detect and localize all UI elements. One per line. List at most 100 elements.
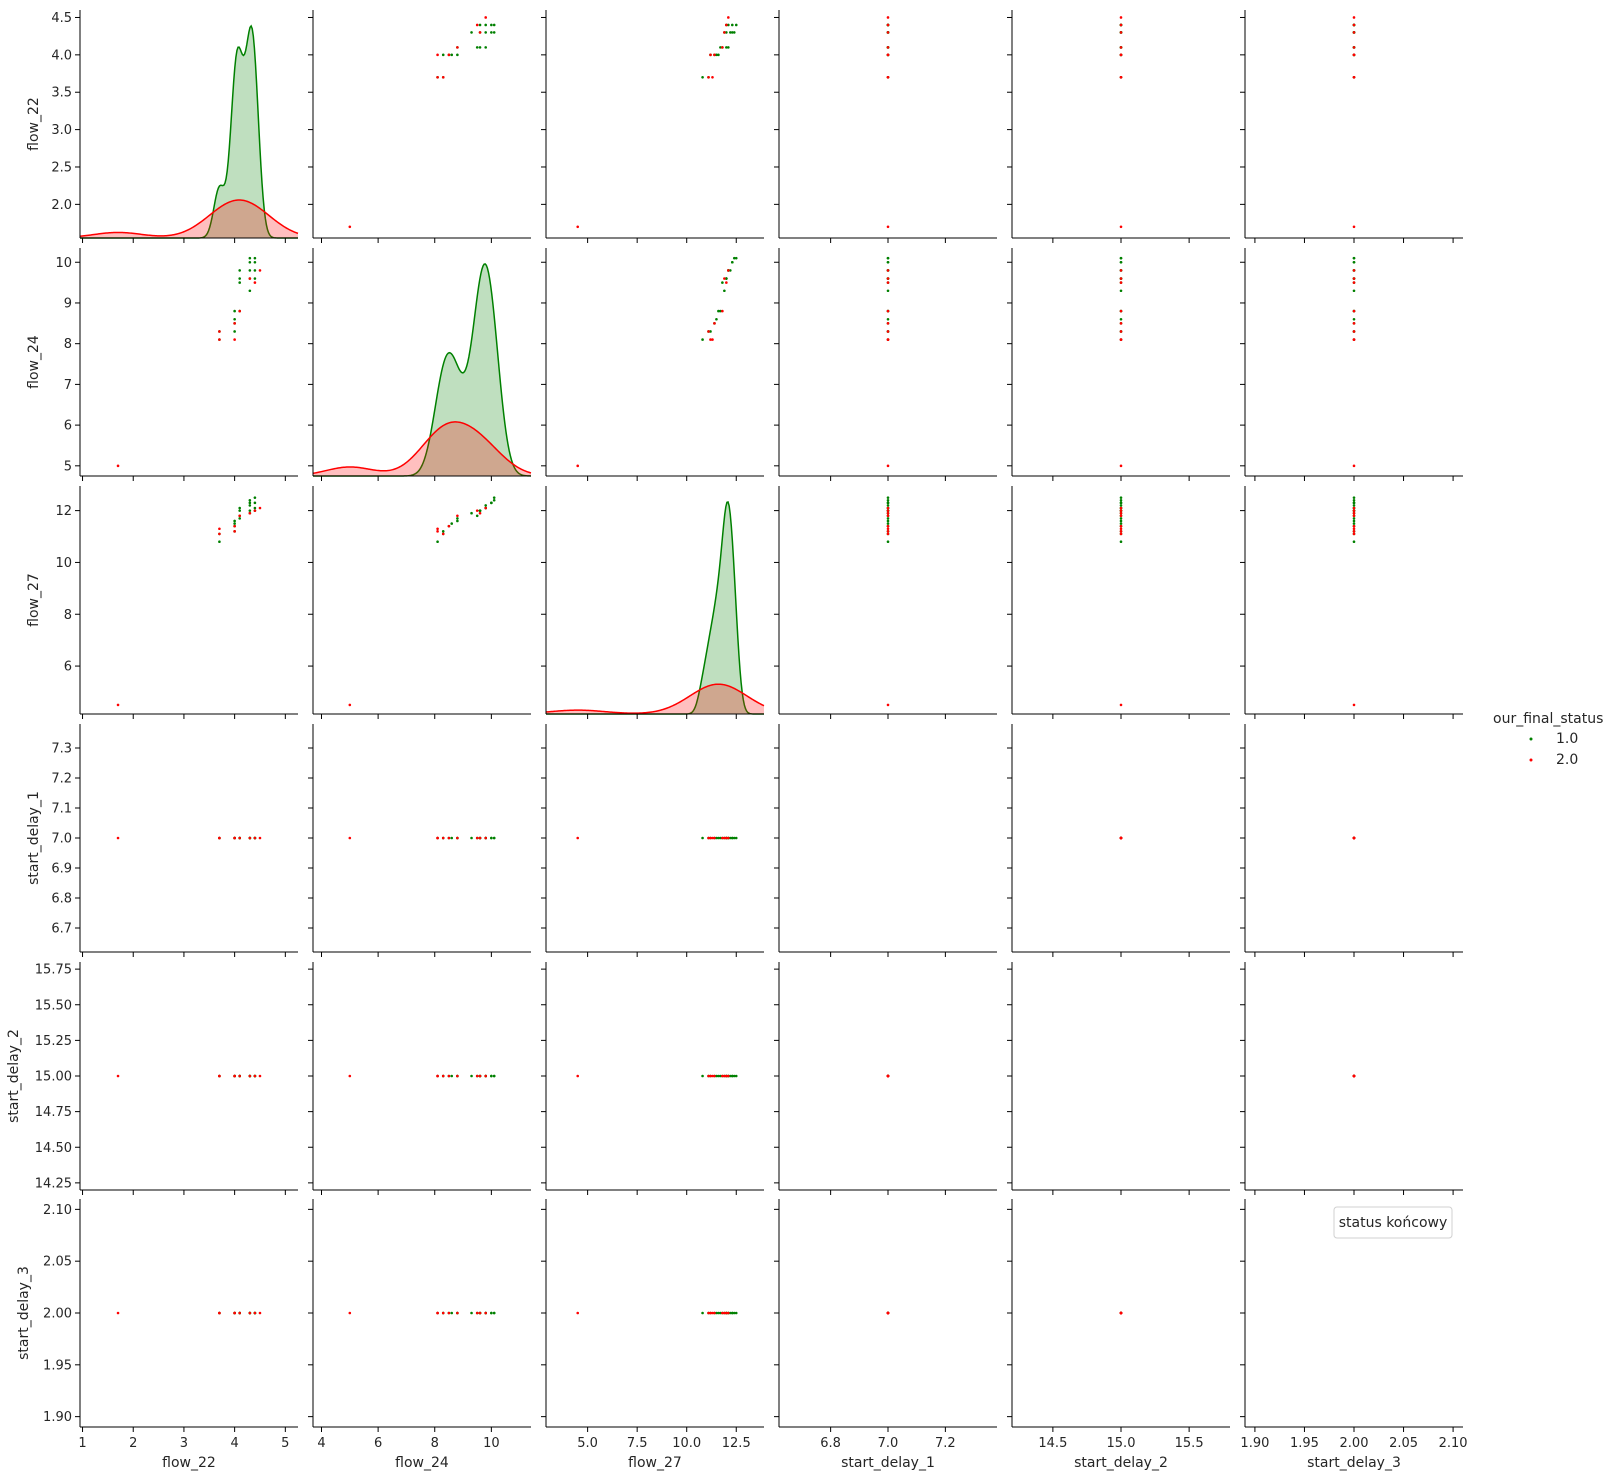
- point-1.0-4: [715, 1074, 718, 1078]
- y-tick-label: 7.2: [51, 772, 72, 787]
- point-2.0-8: [484, 506, 488, 510]
- point-2.0-5: [456, 1074, 459, 1078]
- point-2.0-8: [1352, 506, 1356, 510]
- point-1.0-0: [1352, 540, 1356, 544]
- point-2.0-5: [1352, 514, 1356, 518]
- x-tick-label: 7.5: [627, 1436, 648, 1451]
- point-2.0-4: [447, 836, 451, 840]
- y-tick-label: 6: [64, 660, 72, 675]
- point-2.0-7: [1119, 509, 1123, 512]
- point-2.0-5: [1119, 46, 1123, 49]
- point-2.0-8: [1352, 269, 1356, 272]
- point-2.0-1: [1119, 532, 1123, 536]
- point-2.0-7: [475, 509, 479, 512]
- x-tick-label: 15.5: [1175, 1436, 1204, 1451]
- point-2.0-8: [258, 836, 262, 840]
- point-1.0-14: [248, 256, 252, 260]
- x-tick-label: 4: [230, 1436, 238, 1451]
- point-1.0-14: [492, 31, 496, 34]
- point-2.0-0: [348, 225, 352, 229]
- point-1.0-10: [470, 511, 473, 515]
- y-tick-label: 2.0: [51, 198, 72, 213]
- point-1.0-16: [730, 260, 734, 264]
- point-1.0-9: [727, 46, 730, 49]
- point-2.0-8: [484, 16, 488, 19]
- point-1.0-5: [717, 1311, 720, 1315]
- y-tick-label: 7.0: [51, 832, 72, 847]
- point-2.0-3: [1352, 530, 1356, 533]
- point-2.0-4: [447, 1311, 451, 1315]
- panel-flow_24-vs-flow_24: [308, 248, 532, 481]
- point-2.0-1: [707, 75, 710, 79]
- point-1.0-13: [730, 31, 734, 34]
- point-2.0-5: [456, 514, 459, 518]
- point-2.0-3: [886, 530, 890, 533]
- point-1.0-18: [484, 23, 488, 27]
- point-2.0-7: [475, 1311, 479, 1315]
- point-1.0-4: [1352, 317, 1356, 321]
- x-tick-label: 2: [129, 1436, 137, 1451]
- point-2.0-4: [447, 1074, 451, 1078]
- point-2.0-4: [886, 524, 890, 528]
- point-2.0-0: [348, 1074, 352, 1078]
- panel-flow_27-vs-start_delay_3: [1240, 486, 1463, 719]
- point-1.0-6: [719, 836, 722, 840]
- point-2.0-4: [1119, 53, 1123, 57]
- panel-start_delay_2-vs-start_delay_2: [1007, 962, 1230, 1195]
- point-1.0-17: [886, 256, 890, 260]
- point-2.0-7: [1352, 23, 1356, 27]
- point-1.0-10: [1119, 289, 1123, 293]
- point-1.0-7: [475, 46, 479, 49]
- point-1.0-12: [248, 504, 252, 507]
- point-2.0-7: [725, 1074, 728, 1078]
- panel-flow_22-vs-flow_22: 2.0 2.5 3.0 3.5 4.0 4.5: [51, 10, 299, 243]
- point-2.0-8: [1119, 836, 1123, 840]
- point-2.0-5: [238, 1074, 241, 1078]
- point-1.0-15: [725, 277, 728, 280]
- legend-marker-2.0: [1529, 758, 1533, 762]
- y-tick-label: 6.7: [51, 922, 72, 937]
- point-1.0-11: [248, 509, 252, 512]
- point-2.0-3: [1119, 338, 1123, 341]
- x-tick-label: 1: [78, 1436, 86, 1451]
- point-2.0-6: [478, 31, 482, 34]
- point-2.0-6: [478, 1074, 482, 1078]
- point-2.0-0: [116, 836, 120, 840]
- point-2.0-8: [886, 269, 890, 272]
- point-2.0-1: [441, 1074, 445, 1078]
- point-1.0-8: [478, 46, 482, 49]
- point-2.0-0: [1119, 464, 1123, 468]
- point-1.0-2: [709, 330, 712, 333]
- x-tick-label: 8: [431, 1436, 439, 1451]
- point-2.0-8: [886, 1311, 890, 1315]
- point-2.0-1: [1352, 532, 1356, 536]
- panel-start_delay_2-vs-start_delay_3: [1240, 962, 1463, 1195]
- panel-flow_27-vs-start_delay_1: [774, 486, 997, 719]
- x-tick-label: 2.00: [1340, 1436, 1369, 1451]
- point-1.0-5: [886, 519, 890, 523]
- point-1.0-17: [1352, 496, 1356, 499]
- x-tick-label: 15.0: [1107, 1436, 1136, 1451]
- y-tick-label: 10: [55, 256, 72, 271]
- y-tick-label: 6.8: [51, 892, 72, 907]
- point-2.0-5: [238, 1311, 241, 1315]
- point-2.0-8: [727, 1311, 730, 1315]
- point-2.0-0: [886, 703, 890, 707]
- point-2.0-5: [238, 514, 241, 518]
- x-tick-label: 2.10: [1439, 1436, 1468, 1451]
- point-1.0-4: [450, 1311, 454, 1315]
- point-1.0-5: [717, 836, 720, 840]
- point-2.0-6: [248, 277, 252, 280]
- panel-flow_24-vs-start_delay_3: [1240, 248, 1463, 481]
- point-1.0-12: [729, 836, 732, 840]
- y-tick-label: 3.5: [51, 86, 72, 101]
- point-2.0-2: [1119, 527, 1123, 531]
- panel-flow_24-vs-start_delay_2: [1007, 248, 1230, 481]
- point-1.0-5: [233, 309, 236, 313]
- point-1.0-16: [730, 836, 734, 840]
- y-tick-label: 10: [55, 556, 72, 571]
- point-2.0-2: [711, 1074, 714, 1078]
- point-2.0-8: [484, 836, 488, 840]
- point-2.0-2: [218, 836, 221, 840]
- point-1.0-10: [470, 1311, 473, 1315]
